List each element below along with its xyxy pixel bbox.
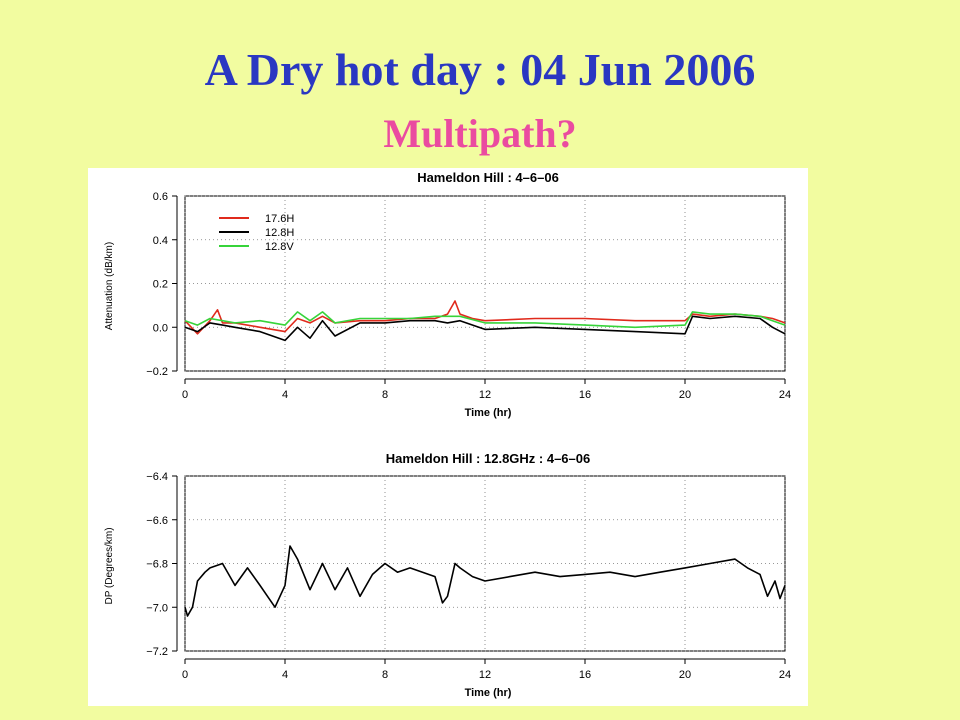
x-tick-label: 12 xyxy=(479,389,491,401)
x-tick-label: 12 xyxy=(479,669,491,681)
chart-title: Hameldon Hill : 4–6–06 xyxy=(417,170,559,185)
series-line xyxy=(184,311,786,329)
legend-label: 12.8V xyxy=(265,241,294,253)
y-tick-label: −0.2 xyxy=(146,366,168,378)
x-axis-label: Time (hr) xyxy=(465,687,512,699)
y-tick-label: 0.0 xyxy=(153,322,168,334)
y-tick-label: −6.4 xyxy=(146,471,168,483)
x-tick-label: 16 xyxy=(579,669,591,681)
y-tick-label: 0.2 xyxy=(153,279,168,291)
chart-title: Hameldon Hill : 12.8GHz : 4–6–06 xyxy=(386,451,590,466)
y-tick-label: 0.6 xyxy=(153,191,168,203)
slide-subtitle: Multipath? xyxy=(383,111,577,156)
x-tick-label: 4 xyxy=(282,669,288,681)
y-tick-label: −6.8 xyxy=(146,559,168,571)
x-tick-label: 20 xyxy=(679,389,691,401)
series-line xyxy=(184,315,786,342)
y-tick-label: −6.6 xyxy=(146,515,168,527)
x-tick-label: 4 xyxy=(282,389,288,401)
x-tick-label: 24 xyxy=(779,389,791,401)
x-tick-label: 0 xyxy=(182,669,188,681)
y-axis-label: Attenuation (dB/km) xyxy=(104,242,115,330)
x-tick-label: 20 xyxy=(679,669,691,681)
x-tick-label: 0 xyxy=(182,389,188,401)
figure-panel: Hameldon Hill : 4–6–06 Time (hr) Attenua… xyxy=(88,168,808,706)
y-tick-label: 0.4 xyxy=(153,235,168,247)
y-tick-label: −7.0 xyxy=(146,602,168,614)
slide-title: A Dry hot day : 04 Jun 2006 xyxy=(204,44,756,95)
x-tick-label: 8 xyxy=(382,389,388,401)
y-tick-label: −7.2 xyxy=(146,646,168,658)
series-line xyxy=(184,545,786,617)
charts-svg: Hameldon Hill : 4–6–06 Time (hr) Attenua… xyxy=(104,170,791,699)
x-tick-label: 8 xyxy=(382,669,388,681)
legend-label: 17.6H xyxy=(265,213,294,225)
y-axis-label: DP (Degrees/km) xyxy=(104,527,115,604)
x-tick-label: 16 xyxy=(579,389,591,401)
x-tick-label: 24 xyxy=(779,669,791,681)
x-axis-label: Time (hr) xyxy=(465,407,512,419)
legend-label: 12.8H xyxy=(265,227,294,239)
